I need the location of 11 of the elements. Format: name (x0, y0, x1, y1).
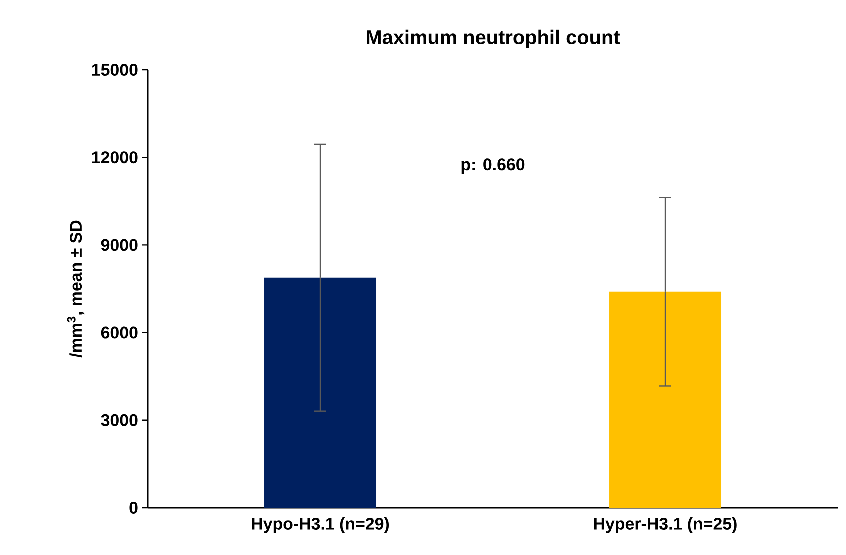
x-tick-label: Hyper-H3.1 (n=25) (594, 518, 737, 534)
y-tick-label: 15000 (92, 64, 138, 76)
x-tick-label: Hypo-H3.1 (n=29) (252, 518, 390, 534)
chart-title: Maximum neutrophil count (367, 30, 620, 49)
y-tick-label: 6000 (101, 326, 138, 339)
y-tick-label: 12000 (92, 152, 138, 164)
y-tick-label: 3000 (101, 414, 138, 426)
annotation: p: 0.660 (462, 158, 525, 174)
y-tick-label: 0 (130, 502, 138, 514)
y-axis-title: /mm$^{3}$, mean ± SD (67, 220, 85, 358)
y-tick-label: 9000 (101, 239, 138, 252)
